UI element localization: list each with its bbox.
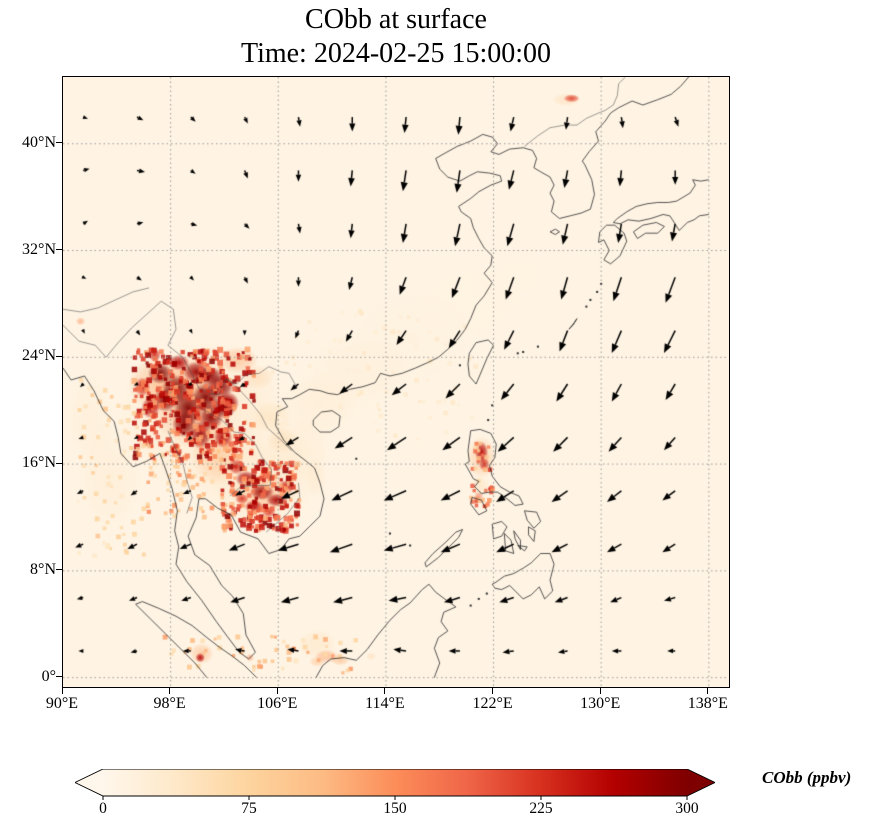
y-axis-tick-label: 32°N — [22, 240, 56, 258]
x-axis-tick — [61, 688, 63, 694]
x-axis-tick — [169, 688, 171, 694]
map-canvas — [63, 77, 729, 687]
y-axis-tick-label: 0° — [41, 667, 56, 685]
y-axis-tick-label: 24°N — [22, 347, 56, 365]
colorbar-tick-label: 75 — [241, 800, 257, 817]
chart-title: CObb at surface — [305, 4, 487, 35]
y-axis-tick-label: 40°N — [22, 133, 56, 151]
x-axis-tick-label: 138°E — [687, 695, 728, 712]
x-axis-tick-label: 106°E — [257, 695, 298, 712]
colorbar-tick-label: 225 — [529, 800, 553, 817]
x-axis-tick — [276, 688, 278, 694]
x-axis-tick — [707, 688, 709, 694]
y-axis-tick-label: 16°N — [22, 454, 56, 472]
y-axis-tick — [56, 462, 62, 464]
map-plot — [62, 76, 730, 688]
y-axis-tick-label: 8°N — [30, 560, 56, 578]
colorbar-label: CObb (ppbv) — [762, 768, 852, 787]
colorbar-tick-label: 300 — [675, 800, 699, 817]
x-axis-tick — [599, 688, 601, 694]
colorbar-tick-label: 0 — [99, 800, 107, 817]
y-axis-tick — [56, 355, 62, 357]
x-axis-tick-label: 90°E — [45, 695, 79, 712]
chart-subtitle: Time: 2024-02-25 15:00:00 — [240, 38, 552, 69]
colorbar-gradient — [73, 768, 717, 800]
x-axis-tick-label: 114°E — [365, 695, 405, 712]
colorbar — [73, 768, 717, 803]
y-axis-tick — [56, 249, 62, 251]
y-axis-tick — [56, 142, 62, 144]
x-axis-tick-label: 130°E — [580, 695, 621, 712]
y-axis-tick — [56, 569, 62, 571]
x-axis-tick-label: 98°E — [153, 695, 186, 712]
y-axis-tick — [56, 676, 62, 678]
x-axis-tick-label: 122°E — [472, 695, 513, 712]
x-axis-tick — [384, 688, 386, 694]
x-axis-tick — [492, 688, 494, 694]
colorbar-tick-label: 150 — [383, 800, 407, 817]
